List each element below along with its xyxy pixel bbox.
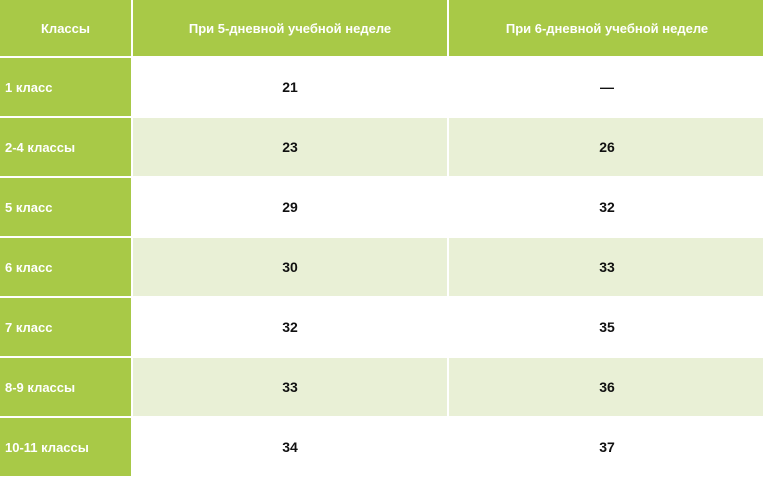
row-six-day-value: 33 xyxy=(449,238,763,296)
row-six-day-value: 37 xyxy=(449,418,763,476)
table-header: Классы При 5-дневной учебной неделе При … xyxy=(0,0,763,56)
row-class-label: 8-9 классы xyxy=(0,358,131,416)
table-row: 7 класс 32 35 xyxy=(0,298,763,356)
row-class-label: 7 класс xyxy=(0,298,131,356)
row-five-day-value: 21 xyxy=(133,58,447,116)
table-row: 10-11 классы 34 37 xyxy=(0,418,763,476)
header-row: Классы При 5-дневной учебной неделе При … xyxy=(0,0,763,56)
row-five-day-value: 32 xyxy=(133,298,447,356)
row-class-label: 5 класс xyxy=(0,178,131,236)
row-class-label: 2-4 классы xyxy=(0,118,131,176)
table-body: 1 класс 21 — 2-4 классы 23 26 5 класс 29… xyxy=(0,58,763,476)
table-row: 6 класс 30 33 xyxy=(0,238,763,296)
row-six-day-value: — xyxy=(449,58,763,116)
table-row: 5 класс 29 32 xyxy=(0,178,763,236)
row-six-day-value: 36 xyxy=(449,358,763,416)
row-six-day-value: 32 xyxy=(449,178,763,236)
row-five-day-value: 30 xyxy=(133,238,447,296)
header-classes: Классы xyxy=(0,0,131,56)
table-row: 8-9 классы 33 36 xyxy=(0,358,763,416)
row-five-day-value: 23 xyxy=(133,118,447,176)
table-row: 2-4 классы 23 26 xyxy=(0,118,763,176)
table-row: 1 класс 21 — xyxy=(0,58,763,116)
row-six-day-value: 26 xyxy=(449,118,763,176)
row-five-day-value: 29 xyxy=(133,178,447,236)
row-six-day-value: 35 xyxy=(449,298,763,356)
row-five-day-value: 34 xyxy=(133,418,447,476)
header-five-day-week: При 5-дневной учебной неделе xyxy=(133,0,447,56)
header-six-day-week: При 6-дневной учебной неделе xyxy=(449,0,763,56)
row-class-label: 6 класс xyxy=(0,238,131,296)
row-class-label: 1 класс xyxy=(0,58,131,116)
row-class-label: 10-11 классы xyxy=(0,418,131,476)
row-five-day-value: 33 xyxy=(133,358,447,416)
